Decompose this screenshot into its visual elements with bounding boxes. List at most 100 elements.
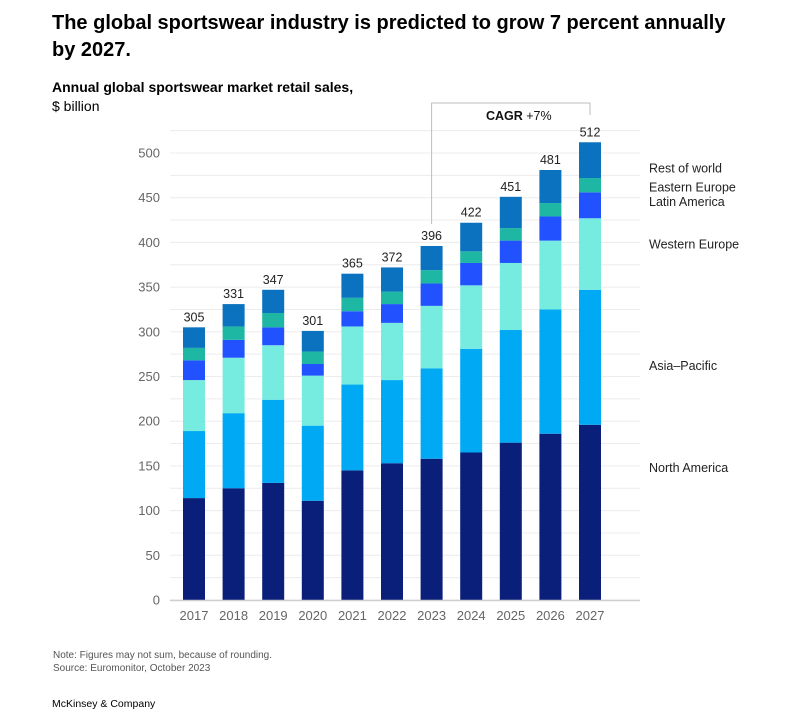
bar-segment-western-europe (183, 380, 205, 432)
total-label: 481 (540, 153, 561, 167)
cagr-bold: CAGR (486, 109, 526, 123)
bar-segment-north-america (262, 482, 285, 600)
bar-segment-latin-america (460, 262, 483, 286)
bar-segment-latin-america (381, 304, 403, 323)
bar-segment-rest-of-world (183, 327, 205, 348)
bar-segment-north-america (341, 470, 364, 600)
bar-segment-latin-america (301, 363, 324, 376)
bar-segment-rest-of-world (341, 273, 364, 298)
bar-segment-latin-america (579, 192, 601, 219)
y-axis-ticks: 0 50 100 150 200 250 300 350 400 450 500 (138, 146, 160, 608)
cagr-annotation: CAGR +7% (431, 102, 591, 224)
bar-segment-eastern-europe (183, 347, 205, 361)
total-label: 396 (421, 229, 442, 243)
bar-segment-rest-of-world (579, 142, 601, 179)
bar-segment-north-america (381, 463, 403, 600)
bar-segment-eastern-europe (539, 203, 562, 217)
bar-segment-western-europe (222, 357, 245, 414)
legend-label: Asia–Pacific (649, 359, 717, 373)
bar-segment-north-america (420, 458, 443, 600)
legend-label: Rest of world (649, 162, 722, 176)
bar-segment-latin-america (341, 311, 364, 327)
total-label: 301 (302, 314, 323, 328)
bar-segment-asia-pacific (499, 330, 522, 443)
x-tick-label: 2023 (417, 608, 446, 623)
bar-segment-eastern-europe (579, 178, 601, 193)
legend: North America Asia–Pacific Western Europe L… (649, 162, 739, 475)
y-tick-label: 150 (138, 458, 160, 473)
bar-segment-asia-pacific (420, 368, 443, 459)
bar-segment-asia-pacific (539, 309, 562, 434)
y-tick-label: 100 (138, 503, 160, 518)
x-tick-label: 2025 (496, 608, 525, 623)
bar-segment-eastern-europe (381, 291, 403, 305)
bar-segment-eastern-europe (262, 313, 285, 328)
bar-segment-latin-america (183, 360, 205, 381)
x-tick-label: 2021 (338, 608, 367, 623)
chart-unit: $ billion (52, 98, 100, 114)
footnote: Note: Figures may not sum, because of ro… (53, 649, 272, 675)
bar-segment-north-america (183, 498, 205, 600)
cagr-bracket (431, 102, 591, 224)
chart-subtitle: Annual global sportswear market retail s… (52, 79, 354, 95)
y-tick-label: 300 (138, 324, 160, 339)
y-tick-label: 50 (146, 548, 160, 563)
bar-segment-asia-pacific (579, 289, 601, 425)
bar-segment-western-europe (262, 345, 285, 400)
bar-segment-north-america (579, 424, 601, 600)
bar-segment-north-america (222, 488, 245, 600)
bar-segment-eastern-europe (341, 297, 364, 312)
bar-segment-western-europe (499, 262, 522, 331)
legend-label: Eastern Europe (649, 181, 736, 195)
x-tick-label: 2020 (298, 608, 327, 623)
bar-segment-asia-pacific (301, 425, 324, 501)
bars (183, 142, 601, 600)
bar-segment-asia-pacific (381, 380, 403, 464)
gridlines (170, 130, 640, 601)
y-tick-label: 200 (138, 414, 160, 429)
bar-segment-western-europe (420, 305, 443, 369)
bar-segment-latin-america (539, 216, 562, 241)
y-tick-label: 450 (138, 190, 160, 205)
y-tick-label: 500 (138, 146, 160, 161)
legend-label: Western Europe (649, 238, 739, 252)
bar-segment-western-europe (341, 326, 364, 385)
total-label: 372 (382, 250, 403, 264)
legend-label: Latin America (649, 195, 725, 209)
bar-segment-rest-of-world (262, 289, 285, 314)
bar-segment-north-america (460, 452, 483, 600)
bar-segment-latin-america (262, 327, 285, 346)
x-tick-label: 2018 (219, 608, 248, 623)
bar-segment-rest-of-world (499, 196, 522, 229)
bar-segment-western-europe (460, 285, 483, 349)
x-tick-label: 2024 (457, 608, 486, 623)
bar-segment-eastern-europe (499, 228, 522, 241)
total-label: 451 (500, 180, 521, 194)
bar-segment-rest-of-world (420, 245, 443, 271)
total-label: 512 (580, 125, 601, 139)
x-tick-label: 2022 (378, 608, 407, 623)
y-tick-label: 400 (138, 235, 160, 250)
bar-segment-asia-pacific (222, 413, 245, 489)
bar-segment-asia-pacific (183, 431, 205, 499)
bar-segment-eastern-europe (460, 251, 483, 263)
bar-segment-latin-america (222, 339, 245, 358)
bar-segment-north-america (539, 433, 562, 600)
bar-segment-western-europe (381, 322, 403, 381)
bar-segment-asia-pacific (262, 399, 285, 483)
bar-segment-western-europe (579, 218, 601, 290)
x-tick-label: 2027 (576, 608, 605, 623)
x-tick-label: 2017 (180, 608, 209, 623)
bar-segment-western-europe (301, 375, 324, 426)
bar-segment-eastern-europe (301, 351, 324, 364)
cagr-value: +7% (526, 109, 551, 123)
bar-segment-rest-of-world (381, 267, 403, 292)
x-tick-label: 2019 (259, 608, 288, 623)
bar-segment-north-america (301, 500, 324, 600)
y-tick-label: 250 (138, 369, 160, 384)
bar-segment-western-europe (539, 240, 562, 310)
note-text: Note: Figures may not sum, because of ro… (53, 650, 273, 661)
brand-logo-text: McKinsey & Company (52, 698, 156, 710)
bar-segment-eastern-europe (420, 270, 443, 284)
